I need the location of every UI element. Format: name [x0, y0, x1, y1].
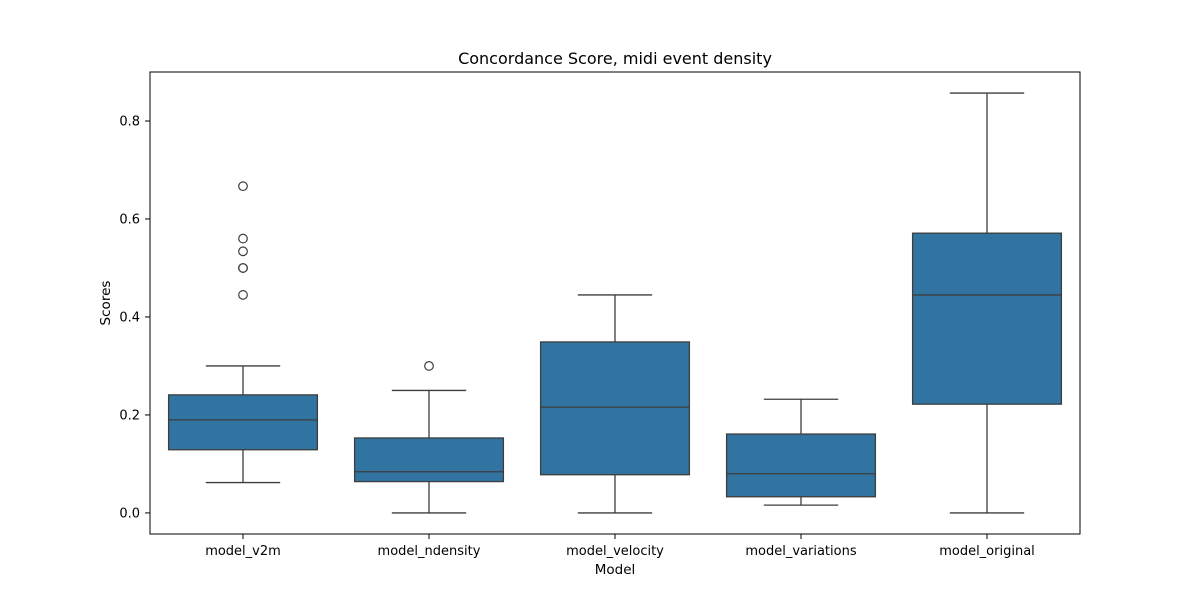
- plot-area: 0.0 0.2 0.4 0.6 0.8 model_v2m model_ndensity mo…: [119, 71, 1081, 559]
- iqr-box: [725, 433, 877, 498]
- outlier-point: [238, 290, 248, 300]
- box-model_ndensity: [353, 361, 505, 514]
- outlier-point: [238, 263, 248, 273]
- y-tick-label: 0.4: [119, 310, 140, 325]
- y-tick-label: 0.0: [119, 506, 140, 521]
- outlier-point: [238, 246, 248, 257]
- outlier-point: [238, 233, 248, 244]
- iqr-box: [539, 341, 691, 476]
- iqr-box: [167, 394, 319, 451]
- iqr-box: [911, 232, 1063, 405]
- y-tick-label: 0.8: [119, 114, 140, 129]
- box-model_v2m: [167, 181, 319, 484]
- y-axis-label: Scores: [98, 281, 114, 326]
- iqr-box: [353, 437, 505, 483]
- box-model_velocity: [539, 294, 691, 514]
- outlier-point: [238, 181, 248, 192]
- x-tick-label: model_v2m: [205, 544, 281, 559]
- chart-title: Concordance Score, midi event density: [458, 49, 772, 68]
- y-tick-label: 0.2: [119, 408, 140, 423]
- outlier-point: [424, 361, 434, 371]
- box-model_variations: [725, 398, 877, 506]
- y-tick-label: 0.6: [119, 212, 140, 227]
- x-tick-label: model_variations: [745, 544, 856, 559]
- x-axis-label: Model: [595, 562, 636, 578]
- box-model_original: [911, 92, 1063, 514]
- x-tick-label: model_ndensity: [378, 544, 481, 559]
- x-tick-label: model_velocity: [566, 544, 664, 559]
- x-tick-label: model_original: [939, 544, 1035, 559]
